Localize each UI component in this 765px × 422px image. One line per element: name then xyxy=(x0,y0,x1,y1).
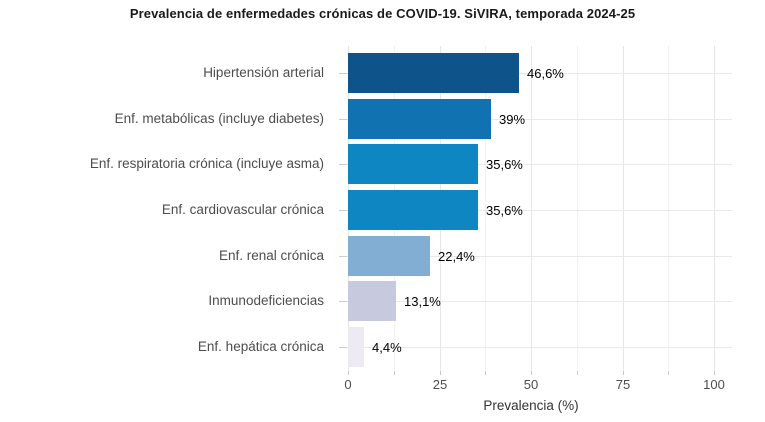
category-label: Enf. respiratoria crónica (incluye asma) xyxy=(89,156,324,171)
bar-value-label: 22,4% xyxy=(438,249,475,264)
bar xyxy=(348,53,519,93)
category-tick xyxy=(339,347,347,348)
bar-value-label: 35,6% xyxy=(486,203,523,218)
category-label: Inmunodeficiencias xyxy=(208,293,324,308)
chart-title: Prevalencia de enfermedades crónicas de … xyxy=(129,6,636,21)
category-tick xyxy=(339,256,347,257)
bar-value-label: 46,6% xyxy=(527,66,564,81)
x-tick-label: 100 xyxy=(703,377,725,392)
category-tick xyxy=(339,301,347,302)
x-tick xyxy=(623,371,624,375)
gridline-v-major xyxy=(531,46,532,371)
bar-value-label: 13,1% xyxy=(404,294,441,309)
category-tick xyxy=(339,164,347,165)
category-label: Enf. renal crónica xyxy=(218,248,324,263)
x-tick xyxy=(440,371,441,375)
x-tick xyxy=(394,371,395,375)
plot-panel: 46,6% 39% 35,6% 35,6% 22,4% 13,1% 4,4% xyxy=(347,46,732,371)
gridline-h xyxy=(347,119,732,120)
bar-value-label: 35,6% xyxy=(486,157,523,172)
gridline-h xyxy=(347,347,732,348)
category-tick xyxy=(339,73,347,74)
x-tick-label: 75 xyxy=(615,377,631,392)
category-tick xyxy=(339,210,347,211)
category-label: Enf. cardiovascular crónica xyxy=(161,202,324,217)
gridline-h xyxy=(347,210,732,211)
gridline-h xyxy=(347,301,732,302)
x-tick-label: 25 xyxy=(432,377,448,392)
gridline-v-minor xyxy=(576,46,578,371)
x-tick-label: 50 xyxy=(523,377,539,392)
bar xyxy=(348,190,478,230)
gridline-v-major xyxy=(622,46,624,371)
gridline-h xyxy=(347,73,732,74)
bar xyxy=(348,144,478,184)
bar xyxy=(348,327,364,367)
x-tick xyxy=(668,371,669,375)
x-tick xyxy=(485,371,486,375)
category-label: Enf. metabólicas (incluye diabetes) xyxy=(114,111,324,126)
x-axis-title: Prevalencia (%) xyxy=(483,398,579,413)
gridline-h xyxy=(347,164,732,165)
x-tick xyxy=(531,371,532,375)
gridline-v-major xyxy=(714,46,715,371)
bar xyxy=(348,236,430,276)
category-label: Enf. hepática crónica xyxy=(197,339,324,354)
category-label: Hipertensión arterial xyxy=(203,65,324,80)
x-tick xyxy=(577,371,578,375)
gridline-v-minor xyxy=(485,46,487,371)
bar xyxy=(348,99,491,139)
x-tick xyxy=(714,371,715,375)
x-tick-label: 0 xyxy=(344,377,352,392)
gridline-v-minor xyxy=(668,46,670,371)
gridline-h xyxy=(347,256,732,257)
x-tick xyxy=(348,371,349,375)
category-tick xyxy=(339,119,347,120)
bar-value-label: 4,4% xyxy=(372,340,402,355)
bar xyxy=(348,281,396,321)
bar-value-label: 39% xyxy=(499,112,526,127)
